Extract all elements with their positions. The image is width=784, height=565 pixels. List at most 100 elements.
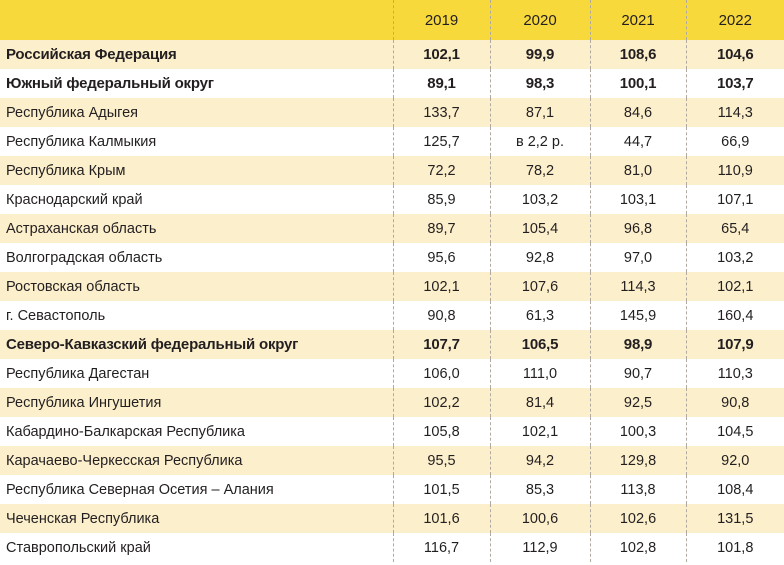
table-row: г. Севастополь 90,8 61,3 145,9 160,4 — [0, 301, 784, 330]
region-name: Краснодарский край — [0, 185, 393, 214]
value-2021: 103,1 — [589, 185, 686, 214]
value-2019: 89,1 — [392, 69, 490, 98]
table-row-total: Северо-Кавказский федеральный округ 107,7… — [0, 330, 784, 359]
value-2022: 110,9 — [685, 156, 784, 185]
value-2022: 160,4 — [685, 301, 784, 330]
header-year-2022: 2022 — [685, 0, 784, 40]
table-row: Республика Северная Осетия – Алания 101,5… — [0, 475, 784, 504]
value-2022: 104,5 — [685, 417, 784, 446]
value-2021: 44,7 — [589, 127, 686, 156]
region-name: Республика Адыгея — [0, 98, 393, 127]
table-row: Республика Ингушетия 102,2 81,4 92,5 90,8 — [0, 388, 784, 417]
region-name: Российская Федерация — [0, 40, 393, 69]
value-2019: 101,6 — [392, 504, 490, 533]
value-2022: 66,9 — [685, 127, 784, 156]
value-2022: 102,1 — [685, 272, 784, 301]
value-2019: 116,7 — [392, 533, 490, 562]
value-2022: 65,4 — [685, 214, 784, 243]
region-name: Астраханская область — [0, 214, 393, 243]
region-name: Республика Крым — [0, 156, 393, 185]
value-2020: 94,2 — [489, 446, 590, 475]
value-2022: 131,5 — [685, 504, 784, 533]
region-name: Чеченская Республика — [0, 504, 393, 533]
value-2020: 99,9 — [489, 40, 590, 69]
value-2019: 72,2 — [392, 156, 490, 185]
table-row: Ростовская область 102,1 107,6 114,3 102,1 — [0, 272, 784, 301]
value-2022: 92,0 — [685, 446, 784, 475]
value-2019: 85,9 — [392, 185, 490, 214]
table-row: Ставропольский край 116,7 112,9 102,8 101,8 — [0, 533, 784, 562]
value-2021: 98,9 — [589, 330, 686, 359]
value-2022: 103,2 — [685, 243, 784, 272]
value-2021: 81,0 — [589, 156, 686, 185]
value-2020: 103,2 — [489, 185, 590, 214]
region-name: Республика Калмыкия — [0, 127, 393, 156]
value-2022: 101,8 — [685, 533, 784, 562]
value-2021: 102,6 — [589, 504, 686, 533]
header-year-2021: 2021 — [589, 0, 686, 40]
value-2021: 97,0 — [589, 243, 686, 272]
value-2022: 114,3 — [685, 98, 784, 127]
value-2020: 111,0 — [489, 359, 590, 388]
table-row: Республика Калмыкия 125,7 в 2,2 р. 44,7 66,9 — [0, 127, 784, 156]
value-2020: 112,9 — [489, 533, 590, 562]
value-2022: 90,8 — [685, 388, 784, 417]
value-2021: 114,3 — [589, 272, 686, 301]
region-name: Карачаево-Черкесская Республика — [0, 446, 393, 475]
region-name: Республика Северная Осетия – Алания — [0, 475, 393, 504]
region-name: Ставропольский край — [0, 533, 393, 562]
table-row: Чеченская Республика 101,6 100,6 102,6 131,5 — [0, 504, 784, 533]
value-2021: 145,9 — [589, 301, 686, 330]
value-2021: 100,3 — [589, 417, 686, 446]
region-name: Южный федеральный округ — [0, 69, 393, 98]
value-2019: 102,1 — [392, 40, 490, 69]
table-row: Республика Адыгея 133,7 87,1 84,6 114,3 — [0, 98, 784, 127]
region-name: Северо-Кавказский федеральный округ — [0, 330, 393, 359]
value-2020: 87,1 — [489, 98, 590, 127]
value-2021: 84,6 — [589, 98, 686, 127]
region-name: Ростовская область — [0, 272, 393, 301]
value-2020: 100,6 — [489, 504, 590, 533]
value-2022: 103,7 — [685, 69, 784, 98]
value-2022: 107,9 — [685, 330, 784, 359]
value-2020: 81,4 — [489, 388, 590, 417]
table-row-total: Южный федеральный округ 89,1 98,3 100,1 103,… — [0, 69, 784, 98]
value-2019: 89,7 — [392, 214, 490, 243]
header-region — [0, 0, 393, 40]
table-row: Астраханская область 89,7 105,4 96,8 65,4 — [0, 214, 784, 243]
value-2020: 78,2 — [489, 156, 590, 185]
value-2021: 102,8 — [589, 533, 686, 562]
value-2022: 107,1 — [685, 185, 784, 214]
region-name: Республика Ингушетия — [0, 388, 393, 417]
value-2021: 108,6 — [589, 40, 686, 69]
value-2019: 105,8 — [392, 417, 490, 446]
value-2020: 106,5 — [489, 330, 590, 359]
value-2021: 96,8 — [589, 214, 686, 243]
value-2019: 90,8 — [392, 301, 490, 330]
value-2019: 102,1 — [392, 272, 490, 301]
value-2020: 105,4 — [489, 214, 590, 243]
value-2020: в 2,2 р. — [489, 127, 590, 156]
region-name: Волгоградская область — [0, 243, 393, 272]
table-body: Российская Федерация 102,1 99,9 108,6 104,6 Ю… — [0, 40, 784, 562]
table-row: Карачаево-Черкесская Республика 95,5 94,2 1… — [0, 446, 784, 475]
region-name: Кабардино-Балкарская Республика — [0, 417, 393, 446]
header-row: 2019 2020 2021 2022 — [0, 0, 784, 40]
value-2021: 129,8 — [589, 446, 686, 475]
value-2021: 100,1 — [589, 69, 686, 98]
header-year-2019: 2019 — [392, 0, 490, 40]
value-2020: 98,3 — [489, 69, 590, 98]
value-2021: 113,8 — [589, 475, 686, 504]
value-2020: 107,6 — [489, 272, 590, 301]
table-row: Республика Дагестан 106,0 111,0 90,7 110,3 — [0, 359, 784, 388]
value-2019: 107,7 — [392, 330, 490, 359]
value-2022: 110,3 — [685, 359, 784, 388]
value-2020: 61,3 — [489, 301, 590, 330]
value-2019: 95,6 — [392, 243, 490, 272]
value-2022: 104,6 — [685, 40, 784, 69]
value-2019: 102,2 — [392, 388, 490, 417]
value-2021: 92,5 — [589, 388, 686, 417]
table-row: Кабардино-Балкарская Республика 105,8 102,… — [0, 417, 784, 446]
value-2019: 125,7 — [392, 127, 490, 156]
